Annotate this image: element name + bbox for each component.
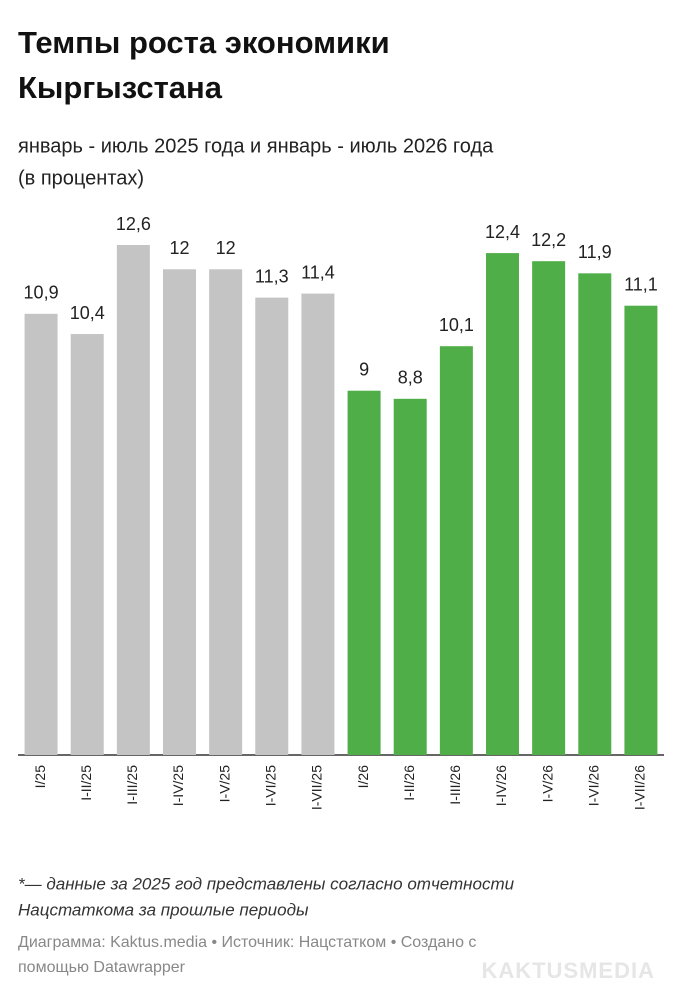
value-label: 10,1 (439, 315, 474, 335)
x-tick-label: I-II/26 (401, 765, 417, 801)
value-label: 11,9 (578, 242, 612, 262)
value-label: 8,8 (398, 368, 423, 388)
value-label: 10,9 (24, 283, 59, 303)
chart-subtitle: (в процентах) (18, 167, 144, 189)
bar (24, 313, 58, 755)
x-tick-label: I-III/26 (447, 765, 463, 805)
x-tick-label: I-IV/25 (170, 765, 186, 806)
bar (116, 245, 150, 755)
x-tick-label: I-VII/26 (632, 765, 648, 810)
chart-subtitle: январь - июль 2025 года и январь - июль … (18, 135, 494, 157)
x-tick-label: I-III/25 (124, 765, 140, 805)
footnote: Нацстаткома за прошлые периоды (18, 900, 309, 919)
bar (532, 261, 566, 755)
bar (209, 269, 243, 755)
bar (578, 273, 612, 755)
bar (624, 305, 658, 755)
credit: Диаграмма: Kaktus.media • Источник: Нацс… (18, 934, 476, 951)
watermark: KAKTUSMEDIA (481, 958, 655, 983)
bar (347, 390, 381, 755)
x-tick-label: I-II/25 (78, 765, 94, 801)
value-label: 11,4 (301, 262, 335, 282)
x-tick-label: I-V/25 (216, 765, 232, 803)
bar (301, 293, 335, 755)
x-tick-label: I-VI/25 (262, 765, 278, 806)
x-tick-label: I-IV/26 (493, 765, 509, 806)
x-tick-label: I-V/26 (539, 765, 555, 803)
x-tick-label: I/25 (32, 765, 48, 789)
x-tick-label: I-VII/25 (309, 765, 325, 810)
value-label: 11,1 (624, 274, 658, 294)
x-tick-label: I-VI/26 (585, 765, 601, 806)
bar (70, 334, 104, 755)
value-label: 12,6 (116, 214, 151, 234)
value-label: 12,2 (531, 230, 566, 250)
x-tick-label: I/26 (355, 765, 371, 789)
bar (439, 346, 473, 755)
bar (393, 398, 427, 755)
credit: помощью Datawrapper (18, 959, 186, 976)
footnote: *— данные за 2025 год представлены согла… (18, 874, 515, 893)
bar (163, 269, 196, 755)
value-label: 12,4 (485, 222, 520, 242)
value-label: 9 (359, 359, 369, 379)
chart-title: Кыргызстана (18, 70, 223, 105)
bar (255, 297, 289, 755)
chart-title: Темпы роста экономики (18, 25, 390, 60)
value-label: 10,4 (70, 303, 105, 323)
value-label: 12 (169, 238, 189, 258)
value-label: 11,3 (255, 266, 289, 286)
value-label: 12 (216, 238, 236, 258)
bar (486, 253, 519, 755)
